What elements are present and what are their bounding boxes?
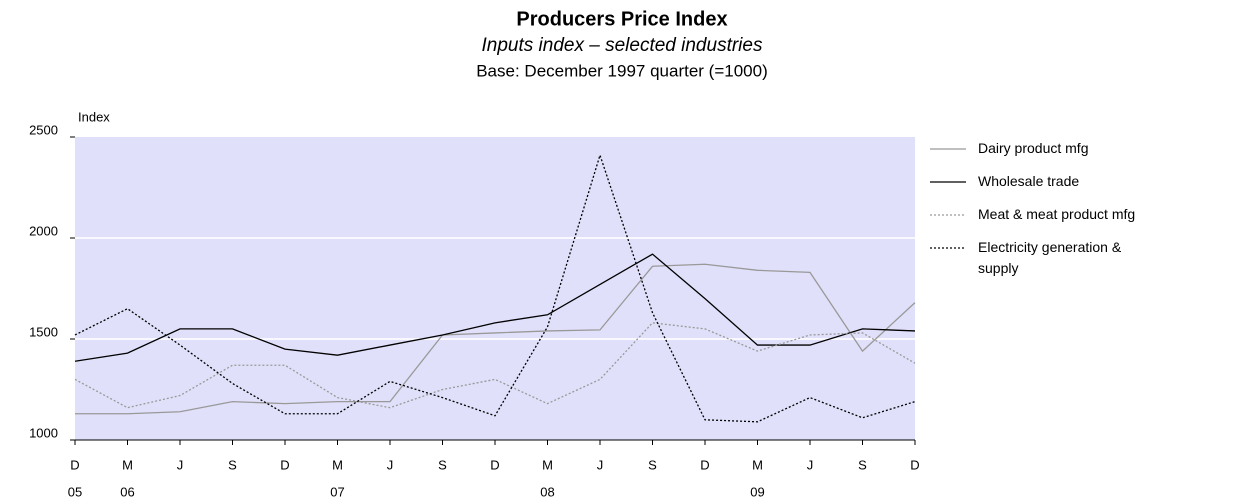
- plot-area: [75, 137, 915, 440]
- legend-swatch: [930, 214, 966, 216]
- chart-title: Producers Price Index: [516, 8, 727, 30]
- x-tick-label: S: [648, 457, 657, 472]
- x-year-label: 06: [120, 484, 134, 499]
- x-tick-label: D: [70, 457, 79, 472]
- legend: Dairy product mfg Wholesale trade Meat & m…: [930, 138, 1230, 291]
- legend-swatch: [930, 148, 966, 150]
- chart-note: Base: December 1997 quarter (=1000): [476, 61, 768, 80]
- x-tick-label: M: [542, 457, 553, 472]
- y-tick-label: 1500: [29, 324, 58, 339]
- x-year-label: 09: [750, 484, 764, 499]
- series-line: [74, 322, 916, 409]
- x-tick-label: D: [280, 457, 289, 472]
- x-tick-label: M: [332, 457, 343, 472]
- legend-swatch: [930, 181, 966, 183]
- legend-item: Wholesale trade: [930, 171, 1230, 192]
- legend-swatch: [930, 247, 966, 249]
- legend-label: Meat & meat product mfg: [978, 206, 1136, 222]
- x-tick-label: S: [858, 457, 867, 472]
- legend-label: Wholesale trade: [978, 173, 1080, 189]
- legend-label: Electricity generation & supply: [978, 239, 1122, 276]
- x-tick-label: D: [490, 457, 499, 472]
- x-tick-label: M: [122, 457, 133, 472]
- series-line: [75, 263, 916, 415]
- legend-item: Meat & meat product mfg: [930, 204, 1230, 225]
- x-tick-label: J: [807, 457, 814, 472]
- x-year-label: 07: [330, 484, 344, 499]
- y-tick-label: 1000: [29, 425, 58, 440]
- y-axis-label: Index: [78, 109, 110, 124]
- series-line: [74, 153, 916, 423]
- x-tick-label: D: [910, 457, 919, 472]
- x-tick-label: S: [228, 457, 237, 472]
- x-tick-label: J: [387, 457, 394, 472]
- x-tick-label: J: [177, 457, 184, 472]
- legend-item: Electricity generation & supply: [930, 237, 1230, 279]
- chart-subtitle: Inputs index – selected industries: [482, 35, 763, 56]
- y-tick-label: 2000: [29, 223, 58, 238]
- x-year-label: 05: [68, 484, 82, 499]
- series-line: [74, 253, 916, 362]
- x-tick-label: J: [597, 457, 604, 472]
- x-tick-label: S: [438, 457, 447, 472]
- x-year-label: 08: [540, 484, 554, 499]
- legend-item: Dairy product mfg: [930, 138, 1230, 159]
- y-tick-label: 2500: [29, 122, 58, 137]
- x-tick-label: M: [752, 457, 763, 472]
- legend-label: Dairy product mfg: [978, 140, 1089, 156]
- x-tick-label: D: [700, 457, 709, 472]
